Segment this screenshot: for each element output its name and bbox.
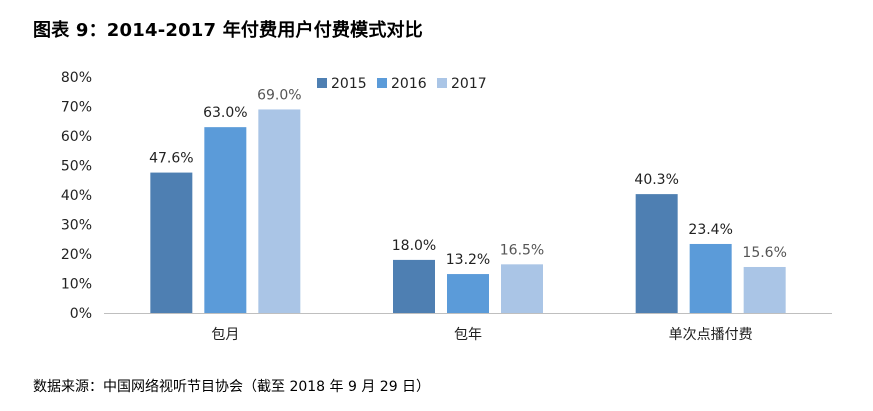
chart-title: 图表 9：2014-2017 年付费用户付费模式对比 [33,20,423,41]
x-tick-label: 单次点播付费 [669,327,753,343]
bar [743,266,786,313]
bar [393,259,435,313]
bar-value-label: 47.6% [149,151,193,167]
bar [150,172,193,313]
y-tick-label: 20% [61,247,92,263]
x-tick-label: 包年 [454,327,482,343]
bar [447,274,489,313]
legend-swatch [437,78,447,88]
legend: 2015 2016 2017 [317,76,487,92]
legend-label: 2015 [331,76,367,92]
y-tick-label: 70% [61,100,92,116]
legend-swatch [317,78,327,88]
bar [689,243,732,313]
legend-swatch [377,78,387,88]
y-tick-label: 40% [61,188,92,204]
bar-value-label: 18.0% [392,238,436,254]
x-tick-label: 包月 [211,327,239,343]
y-tick-label: 80% [61,70,92,86]
y-tick-label: 30% [61,218,92,234]
y-tick-label: 50% [61,159,92,175]
bar-value-label: 40.3% [634,172,678,188]
legend-label: 2016 [391,76,427,92]
bar-value-label: 15.6% [742,245,786,261]
bar-group: 47.6% 63.0% 69.0% 18.0% 13.2% 16.5% 40.3% 23.4%… [149,87,787,314]
y-tick-label: 10% [61,277,92,293]
y-tick-label: 60% [61,129,92,145]
bar [635,194,678,313]
bar [258,109,301,313]
bar [501,264,543,313]
bar [204,127,247,314]
x-axis: 包月 包年 单次点播付费 [104,313,832,343]
bar-value-label: 23.4% [688,222,732,238]
bar-value-label: 69.0% [257,87,301,103]
y-tick-label: 0% [70,306,92,322]
bar-value-label: 13.2% [446,252,490,268]
legend-label: 2017 [451,76,487,92]
data-source-note: 数据来源：中国网络视听节目协会（截至 2018 年 9 月 29 日） [33,379,431,395]
bar-chart: 0% 10% 20% 30% 40% 50% 60% 70% 80% 47.6% 63.0% 69.… [61,70,832,343]
y-axis: 0% 10% 20% 30% 40% 50% 60% 70% 80% [61,70,92,322]
bar-value-label: 16.5% [500,242,544,258]
bar-value-label: 63.0% [203,105,247,121]
